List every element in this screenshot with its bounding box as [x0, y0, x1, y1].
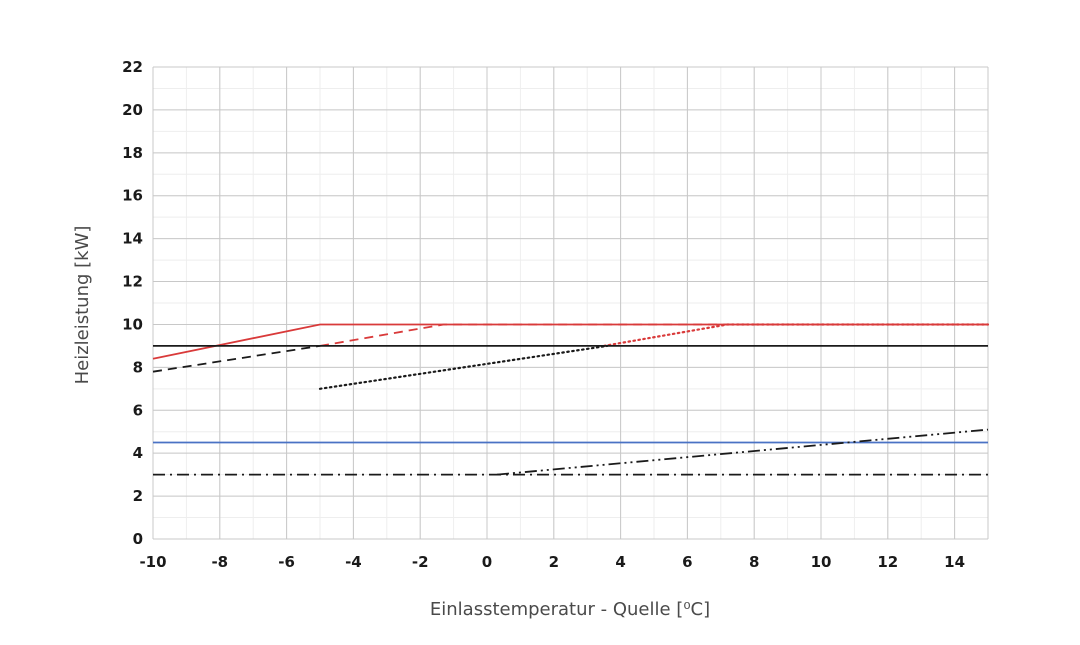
- series-line-9: [496, 428, 989, 476]
- y-tick-label: 16: [122, 187, 143, 205]
- x-tick-label: -8: [211, 553, 228, 571]
- x-tick-labels: -10 -8 -6 -4 -2 0 2 4 6 8 10 12 14: [139, 553, 965, 571]
- y-tick-label: 4: [133, 444, 143, 462]
- x-tick-label: 6: [682, 553, 692, 571]
- series-layer: [152, 323, 990, 476]
- x-tick-label: -4: [345, 553, 362, 571]
- series-line-1: [152, 323, 988, 360]
- x-tick-label: 8: [749, 553, 759, 571]
- series-line-6: [318, 344, 609, 390]
- x-tick-label: 10: [811, 553, 832, 571]
- y-tick-label: 20: [122, 101, 143, 119]
- series-line-3: [602, 323, 990, 347]
- x-tick-label: -2: [412, 553, 429, 571]
- y-tick-label: 14: [122, 230, 143, 248]
- y-tick-label: 12: [122, 273, 143, 291]
- y-tick-label: 6: [133, 401, 143, 419]
- major-grid: [152, 66, 989, 540]
- x-axis-title: Einlasstemperatur - Quelle [⁰C]: [430, 599, 710, 620]
- y-tick-label: 0: [133, 530, 143, 548]
- x-tick-label: 4: [615, 553, 625, 571]
- x-tick-label: -6: [278, 553, 295, 571]
- y-tick-label: 2: [133, 487, 143, 505]
- x-tick-label: 14: [944, 553, 965, 571]
- x-tick-label: 2: [549, 553, 559, 571]
- y-tick-label: 8: [133, 358, 143, 376]
- series-line-5: [152, 345, 321, 373]
- y-tick-label: 22: [122, 58, 143, 76]
- x-tick-label: 12: [877, 553, 898, 571]
- y-tick-labels: 0 2 4 6 8 10 12 14 16 18 20 22: [122, 58, 143, 548]
- x-tick-label: 0: [482, 553, 492, 571]
- x-tick-label: -10: [139, 553, 166, 571]
- y-tick-label: 10: [122, 315, 143, 333]
- y-tick-label: 18: [122, 144, 143, 162]
- y-axis-title: Heizleistung [kW]: [72, 226, 93, 385]
